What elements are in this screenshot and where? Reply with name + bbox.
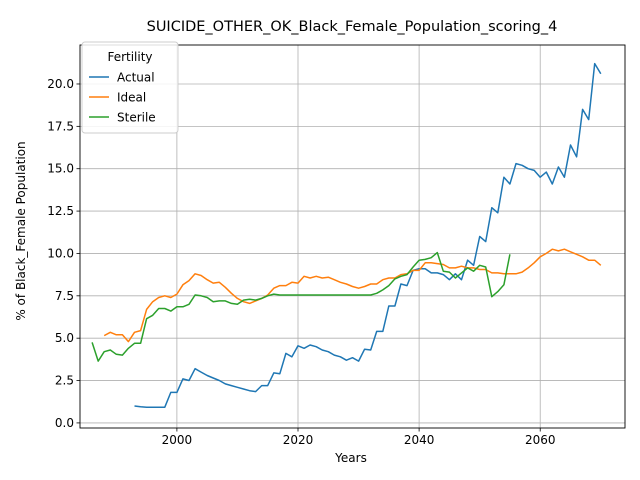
x-tick-label: 2020	[283, 433, 314, 447]
y-axis-label: % of Black_Female Population	[14, 141, 28, 320]
x-tick-label: 2060	[525, 433, 556, 447]
x-axis: 2000 2020 2040 2060	[162, 428, 556, 447]
chart-title: SUICIDE_OTHER_OK_Black_Female_Population…	[147, 19, 558, 35]
legend-label-actual: Actual	[117, 71, 155, 85]
x-tick-label: 2000	[162, 433, 193, 447]
y-tick-label: 20.0	[47, 77, 74, 91]
legend-label-sterile: Sterile	[117, 111, 156, 125]
legend: Fertility Actual Ideal Sterile	[81, 41, 179, 134]
x-axis-label: Years	[334, 451, 367, 465]
series-line-sterile	[91, 251, 511, 362]
y-tick-label: 2.5	[55, 374, 74, 388]
y-tick-label: 7.5	[55, 289, 74, 303]
legend-title: Fertility	[107, 50, 152, 64]
series-layer	[91, 62, 602, 408]
plot-frame	[79, 44, 626, 429]
legend-label-ideal: Ideal	[117, 91, 146, 105]
y-axis: 0.0 2.5 5.0 7.5 10.0 12.5 15.0 17.5 20.0	[47, 77, 80, 430]
y-tick-label: 5.0	[55, 331, 74, 345]
y-tick-label: 10.0	[47, 246, 74, 260]
legend-box	[81, 41, 179, 134]
series-line-actual	[134, 62, 602, 408]
y-tick-label: 12.5	[47, 204, 74, 218]
y-tick-label: 17.5	[47, 119, 74, 133]
x-tick-label: 2040	[404, 433, 435, 447]
grid-lines	[80, 45, 625, 428]
series-line-ideal	[103, 248, 602, 343]
y-tick-label: 15.0	[47, 162, 74, 176]
y-tick-label: 0.0	[55, 416, 74, 430]
